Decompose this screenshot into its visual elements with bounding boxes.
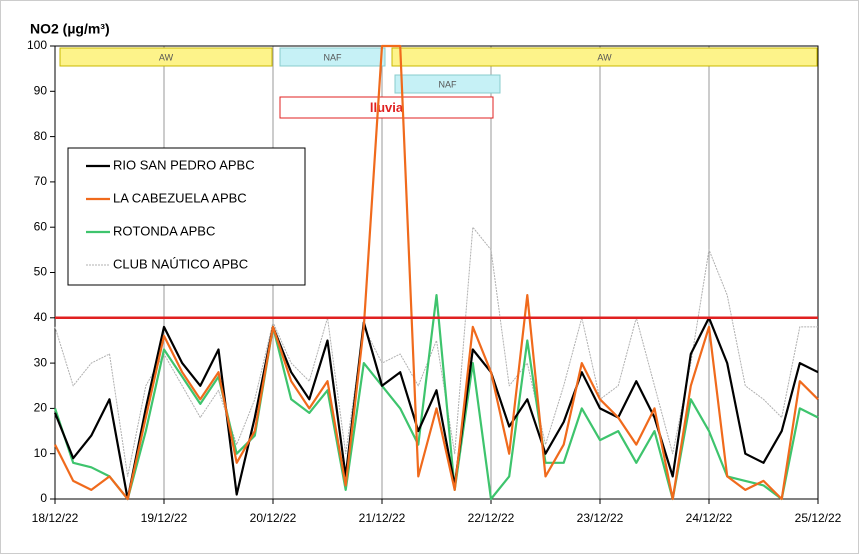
y-tick-label: 50 — [34, 265, 48, 279]
annotation-box — [394, 74, 501, 94]
y-tick-label: 0 — [40, 491, 47, 505]
legend-label: ROTONDA APBC — [113, 223, 215, 238]
series-line — [54, 44, 819, 501]
x-tick-label: 18/12/22 — [32, 511, 79, 525]
legend-label: CLUB NAÚTICO APBC — [113, 256, 248, 271]
annotation-label: NAF — [439, 79, 458, 89]
y-tick-label: 60 — [34, 219, 48, 233]
y-tick-label: 10 — [34, 446, 48, 460]
x-tick-label: 22/12/22 — [468, 511, 515, 525]
x-tick-label: 25/12/22 — [795, 511, 842, 525]
series-line — [53, 294, 819, 501]
y-tick-label: 30 — [34, 355, 48, 369]
y-tick-label: 90 — [34, 83, 48, 97]
series-line — [54, 226, 818, 477]
annotation-label: AW — [597, 52, 612, 62]
x-tick-label: 24/12/22 — [686, 511, 733, 525]
y-tick-label: 40 — [34, 310, 48, 324]
chart-title: NO2 (µg/m³) — [30, 21, 110, 37]
series-line — [53, 316, 819, 501]
x-tick-label: 20/12/22 — [250, 511, 297, 525]
annotation-label: AW — [159, 52, 174, 62]
legend-box — [67, 147, 306, 286]
y-tick-label: 80 — [34, 129, 48, 143]
annotation-box — [279, 47, 386, 67]
x-tick-label: 19/12/22 — [141, 511, 188, 525]
legend-label: RIO SAN PEDRO APBC — [113, 157, 255, 172]
annotation-label: lluvia — [370, 100, 404, 115]
y-tick-label: 20 — [34, 401, 48, 415]
legend-label: LA CABEZUELA APBC — [113, 190, 247, 205]
x-tick-label: 21/12/22 — [359, 511, 406, 525]
y-tick-label: 100 — [27, 38, 47, 52]
annotation-label: NAF — [324, 52, 343, 62]
y-tick-label: 70 — [34, 174, 48, 188]
x-tick-label: 23/12/22 — [577, 511, 624, 525]
annotation-box — [59, 47, 273, 67]
annotation-box — [279, 96, 494, 119]
annotation-box — [391, 47, 818, 67]
plot-border — [54, 45, 819, 500]
